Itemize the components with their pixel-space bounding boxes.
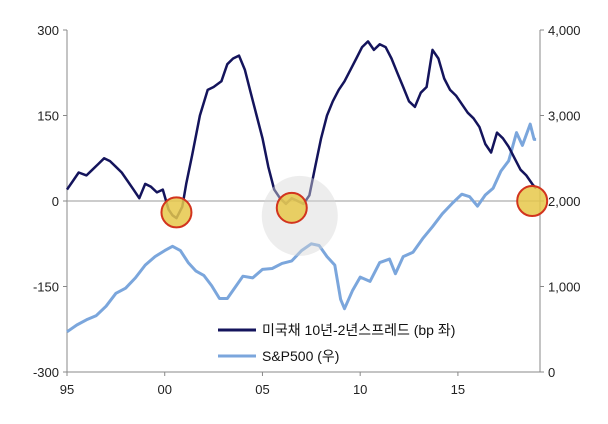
x-tick-label: 15 <box>451 382 465 397</box>
right-tick-label: 3,000 <box>548 109 581 124</box>
left-tick-label: -300 <box>33 365 59 380</box>
x-tick-label: 00 <box>157 382 171 397</box>
inversion-highlight-circle <box>160 196 193 229</box>
inversion-highlight-circle <box>516 185 549 217</box>
x-tick-label: 95 <box>60 382 74 397</box>
left-tick-label: -150 <box>33 280 59 295</box>
right-tick-label: 1,000 <box>548 280 581 295</box>
right-tick-label: 4,000 <box>548 23 581 38</box>
inversion-highlight-circle <box>275 191 308 224</box>
right-tick-label: 2,000 <box>548 194 581 209</box>
x-tick-label: 05 <box>255 382 269 397</box>
left-tick-label: 300 <box>37 23 59 38</box>
highlights-layer <box>160 175 549 256</box>
x-tick-label: 10 <box>353 382 367 397</box>
legend-label-sp500: S&P500 (우) <box>262 348 339 364</box>
sp500-line <box>66 122 537 334</box>
legend-label-spread: 미국채 10년-2년스프레드 (bp 좌) <box>262 322 455 338</box>
right-tick-label: 0 <box>548 365 555 380</box>
left-tick-label: 150 <box>37 109 59 124</box>
left-tick-label: 0 <box>52 194 59 209</box>
legend: 미국채 10년-2년스프레드 (bp 좌) S&P500 (우) <box>218 322 455 364</box>
